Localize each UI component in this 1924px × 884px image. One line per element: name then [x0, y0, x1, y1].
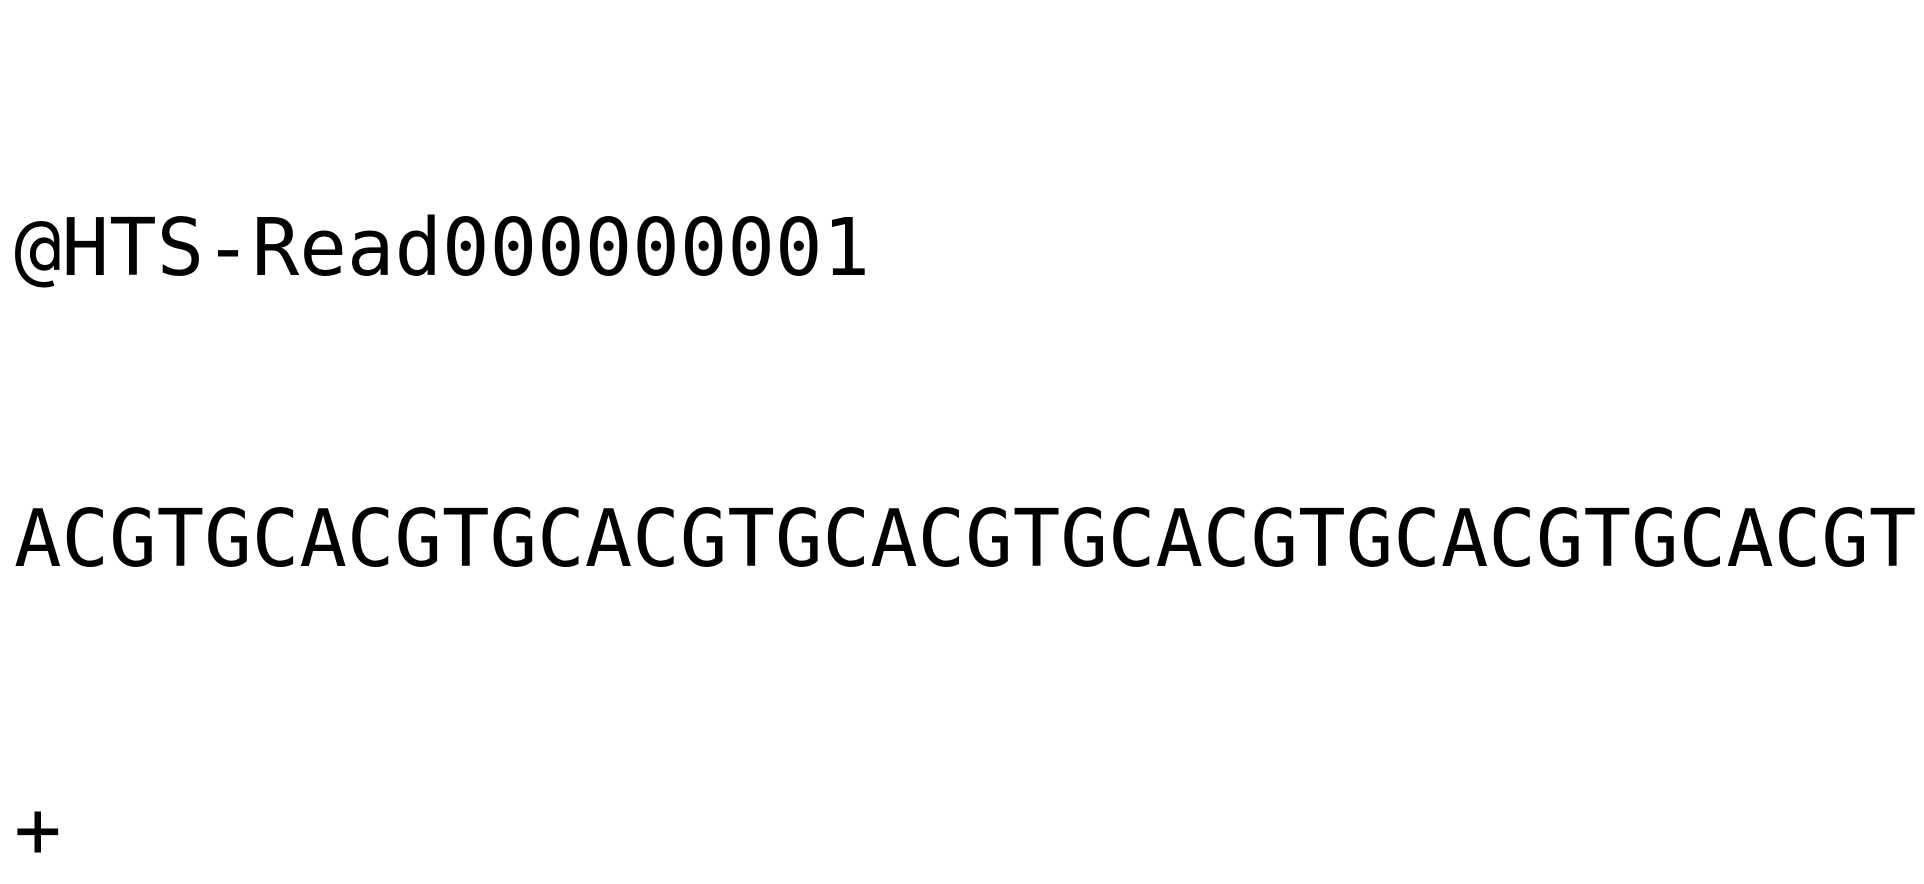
sequence-line: ACGTGCACGTGCACGTGCACGTGCACGTGCACGTGCACGT: [14, 493, 1917, 585]
separator-line: +: [14, 784, 62, 876]
fastq-record: @HTS-Read000000001 ACGTGCACGTGCACGTGCACG…: [14, 6, 1916, 884]
read-header-line: @HTS-Read000000001: [14, 202, 871, 294]
